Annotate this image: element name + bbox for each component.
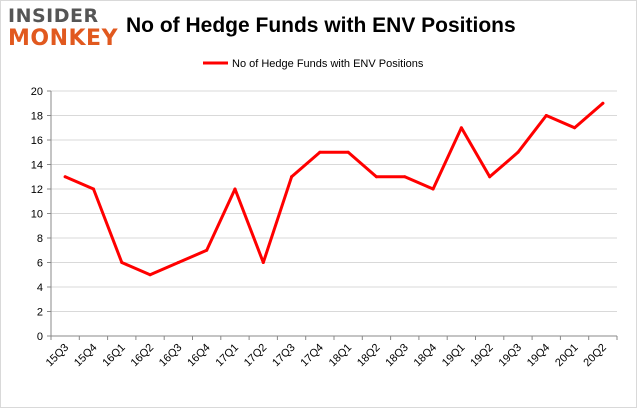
x-tick-label: 19Q4: [525, 342, 553, 370]
chart-title: No of Hedge Funds with ENV Positions: [126, 14, 516, 37]
x-tick-label: 15Q4: [72, 342, 100, 370]
data-point: [290, 175, 294, 179]
data-point: [148, 273, 152, 277]
data-point: [573, 126, 577, 130]
x-tick-label: 20Q1: [553, 342, 581, 370]
x-tick-label: 20Q2: [581, 342, 609, 370]
series: [63, 101, 605, 277]
y-tick-label: 8: [37, 233, 43, 245]
data-point: [120, 261, 124, 264]
x-tick-label: 19Q2: [468, 342, 496, 370]
data-point: [205, 248, 209, 252]
legend: No of Hedge Funds with ENV Positions: [203, 58, 424, 70]
x-tick-label: 19Q1: [440, 342, 468, 370]
x-tick-label: 16Q3: [157, 342, 185, 370]
x-tick-label: 18Q3: [383, 342, 411, 370]
x-tick-label: 18Q4: [412, 342, 440, 370]
x-tick-label: 18Q1: [327, 342, 355, 370]
y-tick-labels: 0 2 4 6 8 10 12 14 16 18 20: [31, 86, 43, 343]
insider-monkey-logo: INSIDER MONKEY: [8, 5, 119, 54]
y-tick-label: 2: [37, 307, 43, 319]
y-tick-label: 20: [31, 86, 43, 98]
y-tick-label: 6: [37, 258, 43, 270]
y-tick-label: 0: [37, 331, 43, 343]
data-point: [374, 175, 378, 179]
legend-label: No of Hedge Funds with ENV Positions: [232, 58, 424, 70]
data-point: [459, 126, 463, 130]
y-tick-label: 4: [37, 282, 43, 294]
y-tick-label: 16: [31, 135, 43, 147]
data-point: [91, 187, 95, 191]
data-point: [544, 114, 548, 117]
x-tick-label: 16Q4: [185, 342, 213, 370]
data-point: [601, 101, 605, 105]
data-point: [516, 150, 520, 154]
logo-line2: MONKEY: [8, 26, 119, 51]
series-line-0: [63, 101, 605, 277]
y-tick-label: 12: [31, 184, 43, 196]
gridlines: [51, 90, 617, 312]
data-point: [63, 175, 67, 179]
data-point: [431, 187, 435, 191]
logo-line1: INSIDER: [8, 5, 99, 27]
data-point: [488, 175, 492, 179]
x-tick-label: 18Q2: [355, 342, 383, 370]
data-point: [318, 150, 322, 154]
x-tick-labels: 15Q3 15Q4 16Q1 16Q2 16Q3 16Q4 17Q1 17Q2 17Q3 17Q4…: [44, 342, 609, 370]
data-point: [261, 261, 265, 264]
x-tick-label: 16Q2: [129, 342, 157, 370]
data-point: [346, 150, 350, 154]
y-tick-label: 10: [31, 209, 43, 221]
data-point: [176, 261, 180, 264]
x-tick-label: 17Q3: [270, 342, 298, 370]
axes: [47, 90, 618, 340]
data-point: [403, 175, 407, 179]
y-tick-label: 18: [31, 111, 43, 123]
x-tick-label: 17Q4: [298, 342, 326, 370]
x-tick-label: 19Q3: [497, 342, 525, 370]
x-tick-label: 17Q1: [214, 342, 242, 370]
y-tick-label: 14: [31, 160, 43, 172]
data-point: [233, 187, 237, 191]
x-tick-label: 16Q1: [100, 342, 128, 370]
x-tick-label: 17Q2: [242, 342, 270, 370]
x-tick-label: 15Q3: [44, 342, 72, 370]
